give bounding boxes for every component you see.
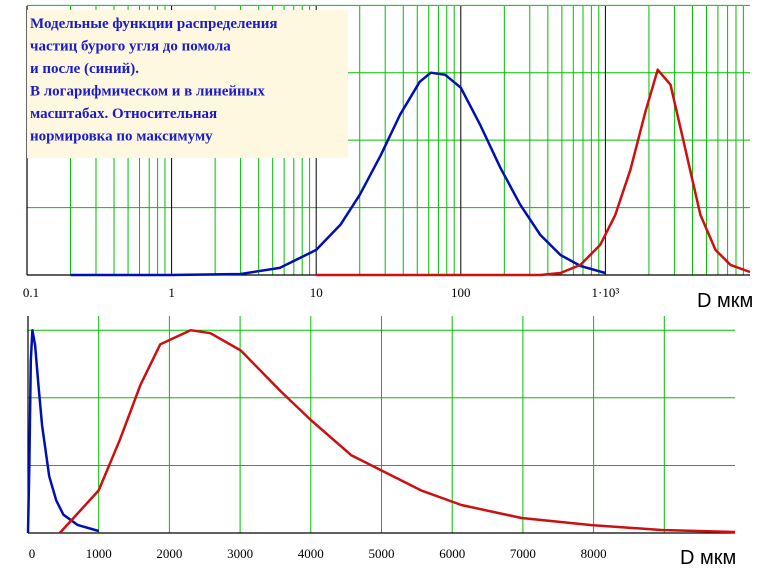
x-tick-label: 8000 [581,546,607,561]
annotation-line: Модельные функции распределения [30,16,278,32]
series-line [58,328,736,534]
series-line [26,328,100,534]
x-tick-label: 1000 [86,546,112,561]
x-tick-label: 1 [168,285,175,300]
x-tick-label: 4000 [298,546,324,561]
series-line [70,71,606,277]
x-axis-label: D мкм [697,290,753,312]
annotation-line: масштабах. Относительная [30,106,217,122]
series-line [316,68,751,277]
annotation-line: частиц бурого угля до помола [30,39,231,55]
annotation-line: и после (синий). [30,61,139,77]
x-axis-label: D мкм [680,547,736,569]
annotation-box [27,10,348,158]
x-tick-label: 1·10³ [592,285,620,300]
x-tick-label: 7000 [510,546,536,561]
x-tick-label: 0.1 [23,285,39,300]
x-tick-label: 10 [310,285,323,300]
x-tick-label: 6000 [439,546,465,561]
x-tick-label: 2000 [156,546,182,561]
x-tick-label: 5000 [369,546,395,561]
x-tick-label: 0 [29,546,36,561]
annotation-line: нормировка по максимуму [30,129,213,145]
x-tick-label: 100 [451,285,471,300]
annotation-line: В логарифмическом и в линейных [30,84,265,100]
x-tick-label: 3000 [227,546,253,561]
